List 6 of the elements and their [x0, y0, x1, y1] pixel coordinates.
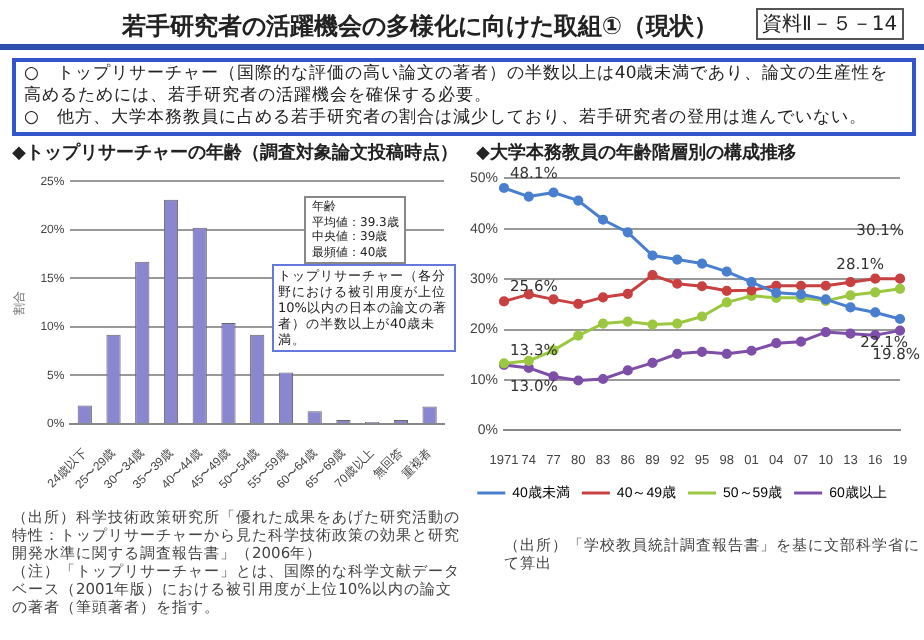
- text: ○ 他方、大学本務教員に占める若手研究者の割合は減少しており、若手研究者の登用は進んでいない。: [24, 108, 869, 130]
- chart-title: ◆トップリサーチャーの年齢（調査対象論文投稿時点）: [12, 140, 458, 166]
- text: 資料Ⅱ－５－14: [756, 8, 904, 40]
- text: 若手研究者の活躍機会の多様化に向けた取組①（現状）: [119, 10, 721, 44]
- text: ○ トップリサーチャー（国際的な評価の高い論文の著者）の半数以上は40歳未満であり、論文の生産性を高めるためには、若手研究者の活躍機会を確保する必要。: [24, 64, 891, 107]
- chart-title: ◆大学本務教員の年齢階層別の構成推移: [476, 140, 796, 166]
